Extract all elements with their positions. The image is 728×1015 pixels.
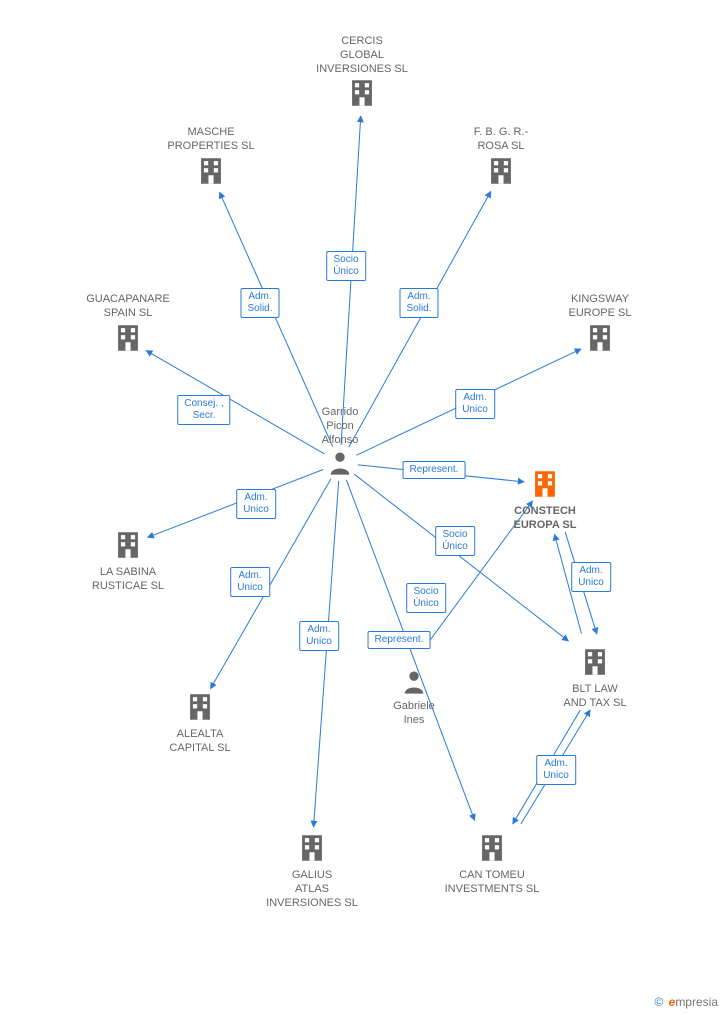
building-icon: [295, 831, 329, 865]
node-label: F. B. G. R.- ROSA SL: [431, 126, 571, 154]
edge-label: Adm.Unico: [536, 755, 576, 785]
building-icon: [111, 321, 145, 355]
node-cercis[interactable]: CERCIS GLOBAL INVERSIONES SL: [292, 35, 432, 114]
edge-line: [513, 710, 581, 824]
edge-label: Adm.Unico: [236, 489, 276, 519]
person-icon: [400, 668, 428, 696]
node-galius[interactable]: GALIUS ATLAS INVERSIONES SL: [242, 831, 382, 910]
edge-label: Adm.Solid.: [240, 288, 279, 318]
edge-label: Adm.Unico: [571, 562, 611, 592]
node-fbgr[interactable]: F. B. G. R.- ROSA SL: [431, 126, 571, 192]
edge-line: [210, 479, 331, 689]
footer-credit: © empresia: [654, 995, 718, 1009]
node-label: LA SABINA RUSTICAE SL: [58, 566, 198, 594]
node-kingsway[interactable]: KINGSWAY EUROPE SL: [530, 293, 670, 359]
edge-label: Adm.Solid.: [399, 288, 438, 318]
diagram-canvas: Garrido Picon Alfonso Gabriele Ines CERCI…: [0, 0, 728, 1015]
node-blt[interactable]: BLT LAW AND TAX SL: [525, 645, 665, 711]
edge-label: SocioÚnico: [435, 526, 475, 556]
node-constech[interactable]: CONSTECH EUROPA SL: [475, 467, 615, 533]
node-label: MASCHE PROPERTIES SL: [141, 126, 281, 154]
node-cantomeu[interactable]: CAN TOMEU INVESTMENTS SL: [422, 831, 562, 897]
edge-line: [346, 480, 474, 821]
building-icon: [345, 76, 379, 110]
building-icon: [528, 467, 562, 501]
node-label: Garrido Picon Alfonso: [270, 406, 410, 447]
node-label: GUACAPANARE SPAIN SL: [58, 293, 198, 321]
edge-label: Adm.Unico: [230, 567, 270, 597]
node-label: Gabriele Ines: [344, 700, 484, 728]
building-icon: [111, 528, 145, 562]
edge-label: Adm.Unico: [455, 389, 495, 419]
edge-label: Adm.Unico: [299, 621, 339, 651]
node-lasabina[interactable]: LA SABINA RUSTICAE SL: [58, 528, 198, 594]
node-guacap[interactable]: GUACAPANARE SPAIN SL: [58, 293, 198, 359]
edge-label: Represent.: [368, 631, 431, 649]
node-label: KINGSWAY EUROPE SL: [530, 293, 670, 321]
node-label: CERCIS GLOBAL INVERSIONES SL: [292, 35, 432, 76]
node-label: ALEALTA CAPITAL SL: [130, 728, 270, 756]
node-label: GALIUS ATLAS INVERSIONES SL: [242, 869, 382, 910]
edge-label: Represent.: [403, 461, 466, 479]
edge-line: [555, 534, 582, 633]
node-label: BLT LAW AND TAX SL: [525, 683, 665, 711]
node-label: CONSTECH EUROPA SL: [475, 505, 615, 533]
building-icon: [183, 690, 217, 724]
edge-line: [565, 532, 597, 634]
building-icon: [194, 154, 228, 188]
node-masche[interactable]: MASCHE PROPERTIES SL: [141, 126, 281, 192]
building-icon: [583, 321, 617, 355]
edge-line: [341, 116, 361, 445]
brand-rest: mpresia: [675, 995, 718, 1009]
edge-label: SocioÚnico: [326, 251, 366, 281]
person-icon: [326, 449, 354, 477]
node-gabriele[interactable]: Gabriele Ines: [344, 668, 484, 728]
edge-label: SocioÚnico: [406, 583, 446, 613]
edge-label: Consej. ,Secr.: [177, 395, 230, 425]
building-icon: [578, 645, 612, 679]
node-label: CAN TOMEU INVESTMENTS SL: [422, 869, 562, 897]
edge-line: [521, 710, 590, 824]
node-garrido[interactable]: Garrido Picon Alfonso: [270, 406, 410, 481]
edge-line: [314, 481, 339, 827]
copyright-symbol: ©: [654, 995, 663, 1009]
building-icon: [475, 831, 509, 865]
node-alealta[interactable]: ALEALTA CAPITAL SL: [130, 690, 270, 756]
building-icon: [484, 154, 518, 188]
